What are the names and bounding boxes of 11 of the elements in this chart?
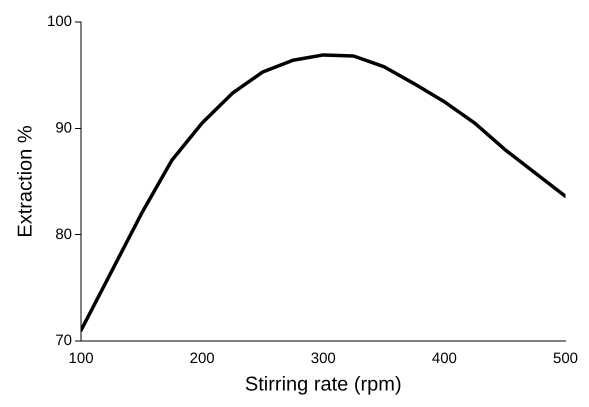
y-tick-label: 70 xyxy=(55,332,72,350)
x-tick-label: 200 xyxy=(190,350,215,368)
x-axis-title: Stirring rate (rpm) xyxy=(244,374,402,396)
x-tick-label: 400 xyxy=(432,350,457,368)
x-tick-label: 100 xyxy=(68,350,94,368)
y-tick-label: 90 xyxy=(55,119,72,136)
y-tick-label: 80 xyxy=(55,226,72,243)
y-tick-label: 100 xyxy=(46,13,72,30)
x-tick-label: 500 xyxy=(552,350,578,368)
x-tick-label: 300 xyxy=(310,350,336,368)
y-axis-title: Extraction % xyxy=(14,125,37,238)
